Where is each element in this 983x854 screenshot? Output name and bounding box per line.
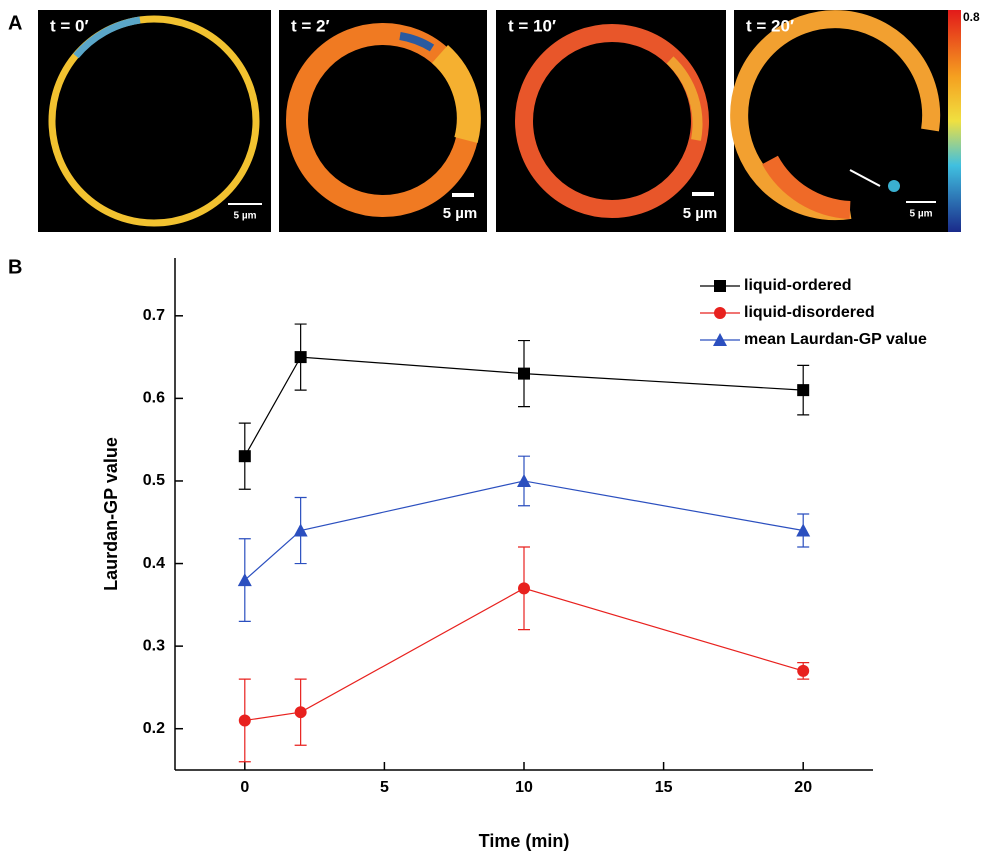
- x-tick-label: 5: [380, 779, 389, 796]
- colorbar: [948, 10, 961, 232]
- series-line: [244, 356, 804, 457]
- x-tick-label: 20: [794, 779, 812, 796]
- y-axis-label: Laurdan-GP value: [101, 437, 121, 591]
- x-tick-label: 0: [240, 779, 249, 796]
- legend-label: liquid-ordered: [744, 277, 852, 294]
- marker: [238, 714, 251, 727]
- x-tick-label: 10: [515, 779, 533, 796]
- panel-label: B: [8, 256, 22, 278]
- marker: [294, 351, 307, 364]
- scale-bar-label: 5 µm: [910, 209, 933, 220]
- micrograph: [730, 10, 948, 232]
- colorbar-label: 0.8: [963, 10, 980, 24]
- marker: [237, 573, 252, 587]
- marker: [293, 523, 308, 537]
- micrograph: [38, 10, 271, 232]
- marker: [797, 384, 810, 397]
- y-tick-label: 0.4: [143, 555, 165, 572]
- legend-marker: [714, 280, 726, 292]
- y-tick-label: 0.3: [143, 637, 165, 654]
- legend-marker: [714, 307, 726, 319]
- x-tick-label: 15: [655, 779, 673, 796]
- legend-marker: [713, 333, 727, 346]
- legend-label: liquid-disordered: [744, 304, 875, 321]
- x-axis-label: Time (min): [479, 831, 570, 851]
- scale-bar-label: 5 µm: [443, 205, 478, 222]
- legend-label: mean Laurdan-GP value: [744, 331, 927, 348]
- series-line: [244, 587, 804, 722]
- marker: [518, 367, 530, 380]
- image-title: t = 0′: [50, 16, 89, 35]
- scale-bar-label: 5 µm: [683, 205, 718, 222]
- image-title: t = 2′: [291, 16, 330, 35]
- marker: [238, 450, 251, 463]
- y-tick-label: 0.7: [143, 307, 165, 324]
- image-title: t = 20′: [746, 16, 794, 35]
- scale-bar-label: 5 µm: [234, 211, 257, 222]
- micrograph: [496, 10, 726, 232]
- marker: [518, 582, 530, 595]
- marker: [797, 664, 810, 677]
- marker: [796, 523, 811, 537]
- image-title: t = 10′: [508, 16, 556, 35]
- y-tick-label: 0.2: [143, 720, 165, 737]
- y-tick-label: 0.6: [143, 390, 165, 407]
- marker: [517, 473, 531, 487]
- panel-label: A: [8, 12, 22, 34]
- micrograph: [279, 10, 487, 232]
- series-line: [244, 480, 804, 581]
- marker: [294, 706, 307, 719]
- y-tick-label: 0.5: [143, 472, 165, 489]
